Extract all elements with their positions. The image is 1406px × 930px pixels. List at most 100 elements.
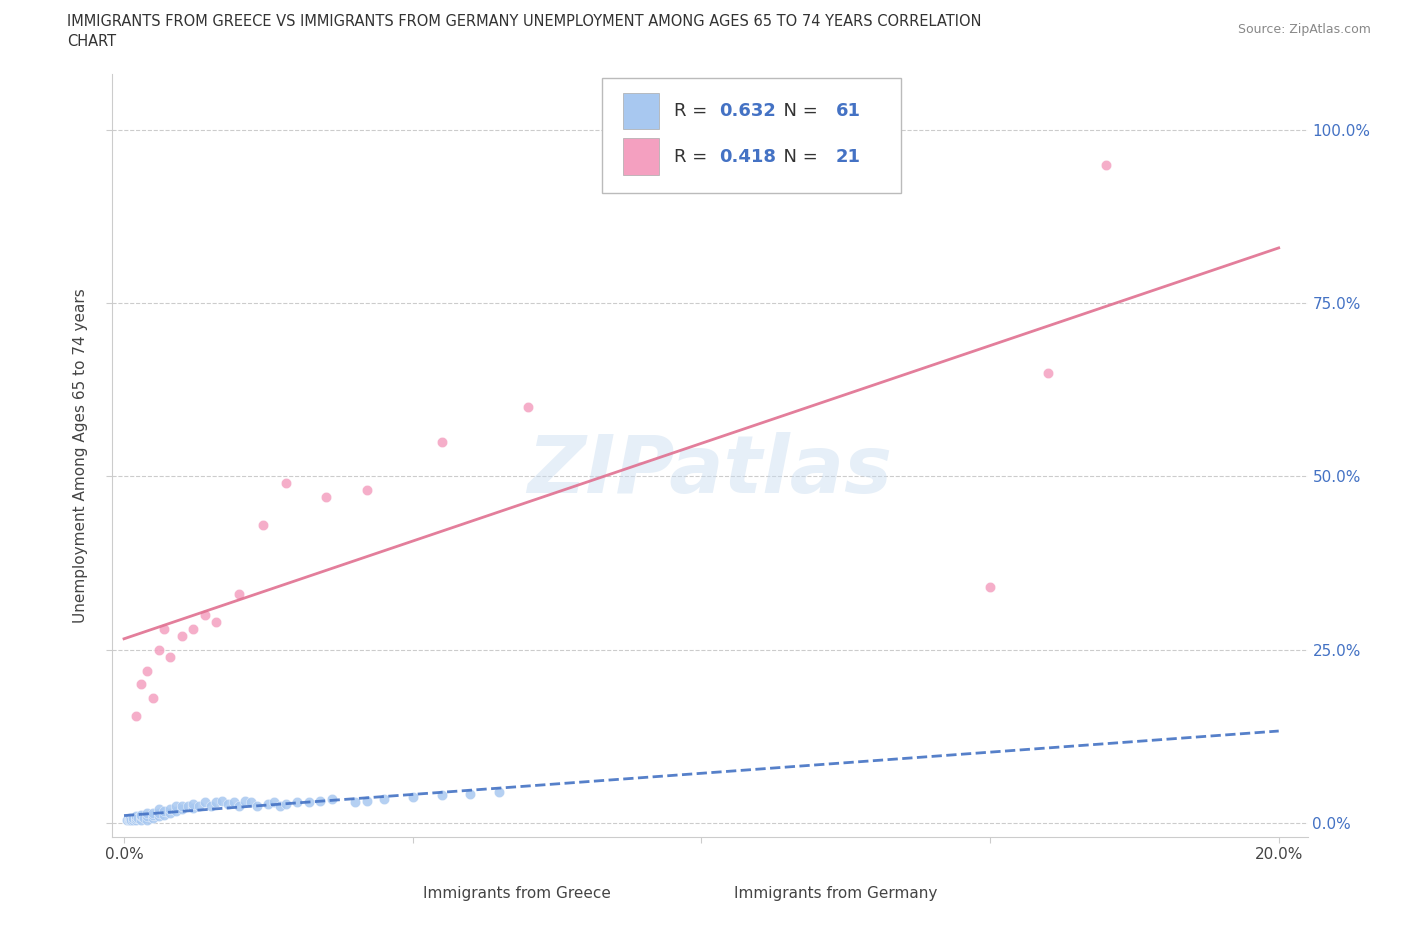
Point [136, 812, 159, 827]
Point [181, 621, 204, 636]
Point [121, 812, 143, 827]
Point [222, 795, 245, 810]
Point [240, 795, 263, 810]
Point [205, 615, 228, 630]
Point [142, 805, 165, 820]
Point [170, 798, 193, 813]
Text: 61: 61 [835, 102, 860, 120]
Point [124, 809, 146, 824]
Point [142, 810, 165, 825]
Text: R =: R = [675, 148, 713, 166]
Point [115, 812, 138, 827]
Point [309, 793, 332, 808]
Text: CHART: CHART [67, 34, 117, 49]
Point [165, 804, 187, 818]
Point [517, 400, 540, 415]
Point [460, 787, 482, 802]
Point [131, 812, 153, 827]
Point [181, 796, 204, 811]
Point [430, 788, 453, 803]
Y-axis label: Unemployment Among Ages 65 to 74 years: Unemployment Among Ages 65 to 74 years [73, 288, 89, 623]
Point [118, 812, 141, 827]
Point [170, 802, 193, 817]
Point [373, 791, 395, 806]
Point [124, 709, 146, 724]
Text: 21: 21 [835, 148, 860, 166]
Point [228, 587, 250, 602]
Point [142, 691, 165, 706]
Point [356, 483, 378, 498]
Point [148, 805, 170, 820]
Text: R =: R = [675, 102, 713, 120]
Point [124, 810, 146, 825]
Point [148, 643, 170, 658]
Point [136, 809, 159, 824]
Text: Immigrants from Germany: Immigrants from Germany [734, 886, 938, 901]
Point [153, 807, 176, 822]
Point [148, 802, 170, 817]
Point [121, 810, 143, 825]
Text: Immigrants from Greece: Immigrants from Greece [423, 886, 612, 901]
Point [131, 809, 153, 824]
Point [165, 798, 187, 813]
Point [131, 677, 153, 692]
Point [136, 663, 159, 678]
Point [194, 607, 217, 622]
Point [117, 812, 139, 827]
Text: N =: N = [772, 148, 824, 166]
Point [131, 807, 153, 822]
Point [136, 805, 159, 820]
Point [430, 434, 453, 449]
Point [124, 812, 146, 827]
Point [176, 798, 198, 813]
Point [194, 795, 217, 810]
Point [298, 795, 321, 810]
Point [233, 793, 256, 808]
Point [246, 798, 269, 813]
Point [228, 798, 250, 813]
FancyBboxPatch shape [686, 884, 723, 903]
Point [321, 791, 343, 806]
Text: Source: ZipAtlas.com: Source: ZipAtlas.com [1237, 23, 1371, 36]
Point [134, 810, 156, 825]
FancyBboxPatch shape [623, 139, 658, 175]
Text: 0.632: 0.632 [720, 102, 776, 120]
Point [979, 580, 1001, 595]
Point [188, 798, 211, 813]
Point [488, 785, 510, 800]
Point [263, 795, 285, 810]
Point [274, 796, 297, 811]
Point [159, 802, 181, 817]
Point [120, 812, 142, 827]
Point [159, 805, 181, 820]
Point [285, 795, 308, 810]
Point [211, 793, 233, 808]
Point [1094, 157, 1116, 172]
Point [127, 810, 149, 825]
Point [148, 809, 170, 824]
Point [315, 490, 337, 505]
Point [142, 807, 165, 822]
Point [269, 798, 291, 813]
Text: 0.418: 0.418 [720, 148, 776, 166]
Point [343, 795, 366, 810]
Point [118, 810, 141, 825]
Point [217, 796, 239, 811]
FancyBboxPatch shape [623, 93, 658, 129]
Point [159, 649, 181, 664]
Point [205, 795, 228, 810]
Point [1036, 365, 1059, 380]
Point [252, 518, 274, 533]
Point [181, 801, 204, 816]
FancyBboxPatch shape [603, 78, 901, 193]
FancyBboxPatch shape [375, 884, 412, 903]
Point [356, 793, 378, 808]
Text: N =: N = [772, 102, 824, 120]
Point [153, 804, 176, 818]
Point [257, 796, 280, 811]
Text: IMMIGRANTS FROM GREECE VS IMMIGRANTS FROM GERMANY UNEMPLOYMENT AMONG AGES 65 TO : IMMIGRANTS FROM GREECE VS IMMIGRANTS FRO… [67, 14, 981, 29]
Point [402, 790, 425, 804]
Text: ZIPatlas: ZIPatlas [527, 432, 893, 510]
Point [170, 629, 193, 644]
Point [200, 798, 222, 813]
